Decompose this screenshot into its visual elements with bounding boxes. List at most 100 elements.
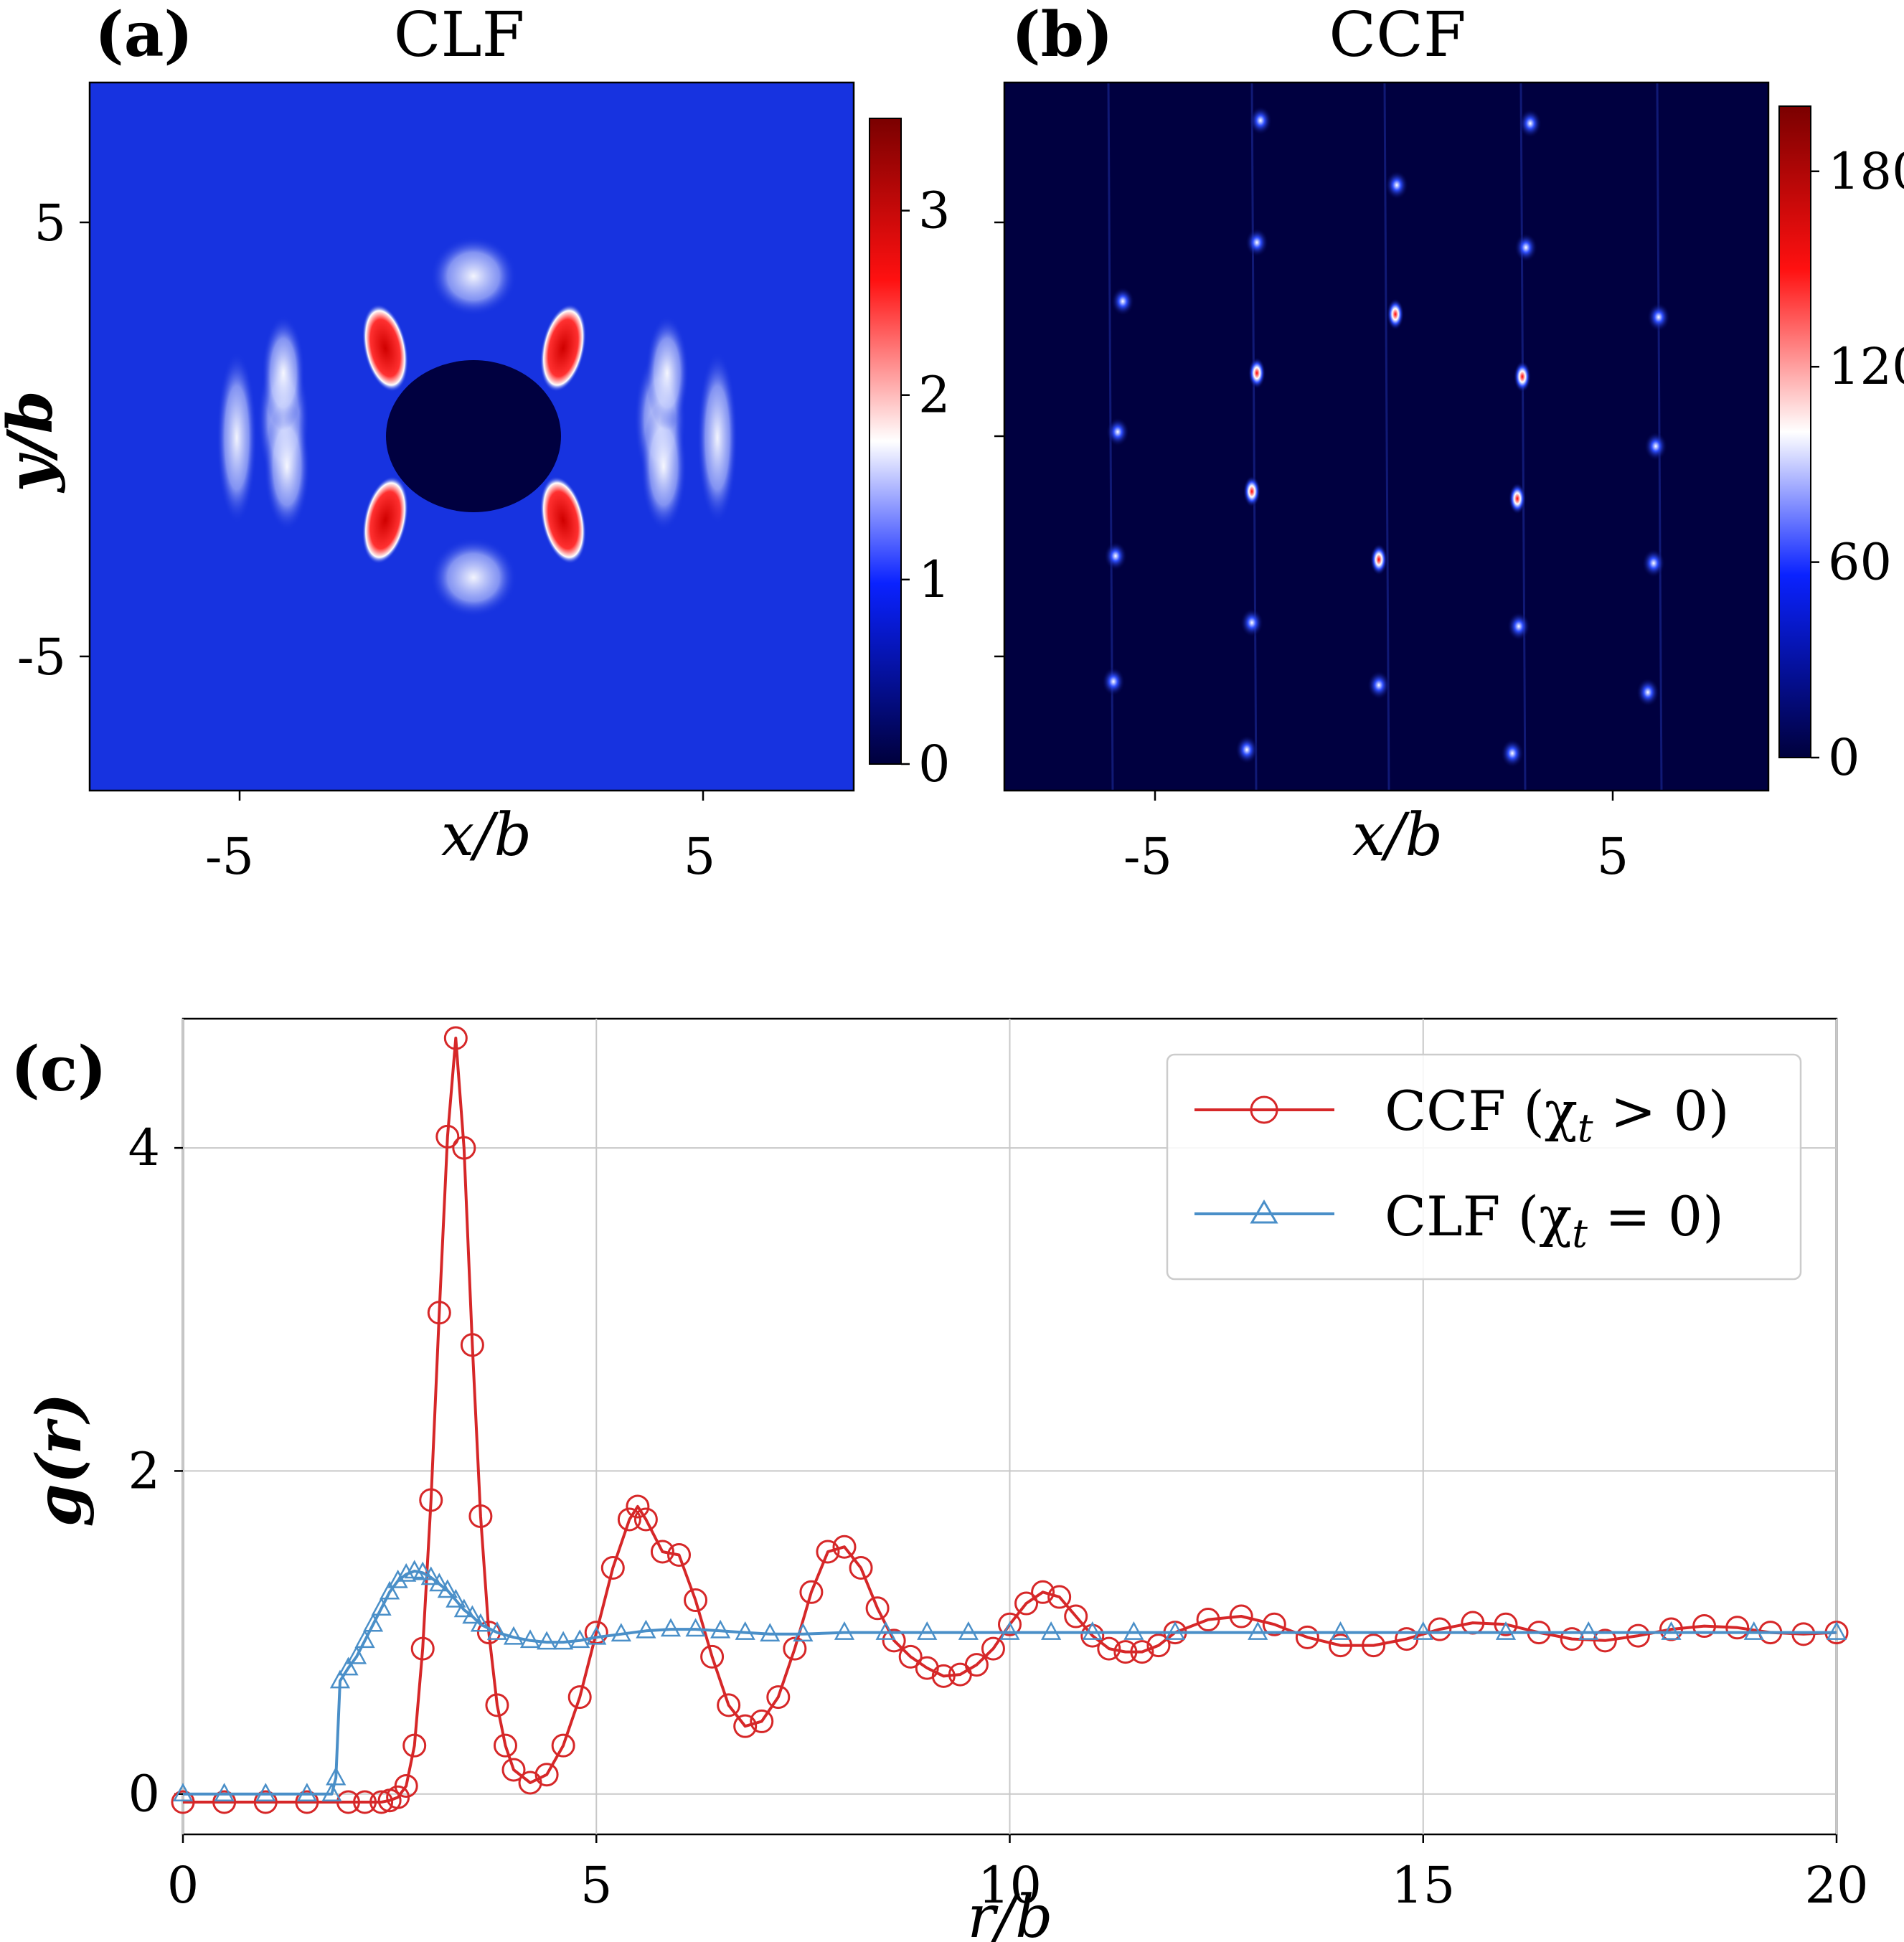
data-point-ccf <box>1626 1623 1650 1648</box>
x-tick-label: -5 <box>205 827 254 886</box>
data-point-clf <box>503 1626 524 1645</box>
data-point-clf <box>1578 1621 1599 1640</box>
data-point-clf <box>1082 1621 1103 1640</box>
data-point-clf <box>834 1621 855 1640</box>
panel-b: (b) CCF -5 5 x/b 0 60 120 180 <box>994 0 1904 886</box>
heatmap-a-excluded-core <box>386 360 561 512</box>
colorbar-b <box>1778 105 1811 758</box>
y-axis-label-a: y/b <box>0 390 67 494</box>
heatmap-b-peak <box>1111 287 1134 316</box>
heatmap-b-peak <box>1240 608 1263 637</box>
data-point-clf <box>362 1613 384 1632</box>
data-point-clf <box>611 1623 631 1642</box>
data-point-ccf <box>1791 1622 1816 1646</box>
colorbar-tick-label: 0 <box>918 735 951 793</box>
data-point-clf <box>462 1605 483 1624</box>
data-point-clf <box>329 1669 351 1689</box>
data-point-ccf <box>600 1556 625 1580</box>
data-point-ccf <box>766 1685 791 1710</box>
data-point-clf <box>387 1569 408 1588</box>
heatmap-a <box>90 83 854 791</box>
data-point-clf <box>570 1629 590 1649</box>
data-point-clf <box>437 1579 458 1598</box>
data-point-ccf <box>485 1693 509 1717</box>
data-point-clf <box>396 1562 417 1582</box>
data-point-ccf <box>468 1504 493 1528</box>
legend-marker-clf <box>1250 1199 1278 1224</box>
panel-label-a: (a) <box>95 0 193 71</box>
data-point-clf <box>1743 1621 1764 1640</box>
heatmap-a-ring-feature <box>264 402 310 531</box>
data-point-ccf <box>1295 1625 1319 1649</box>
legend-marker-ccf <box>1250 1095 1278 1124</box>
heatmap-a-ring-feature <box>641 402 687 531</box>
data-point-ccf <box>1014 1591 1039 1616</box>
data-point-ccf <box>501 1758 526 1782</box>
data-point-ccf <box>832 1535 857 1559</box>
data-point-ccf <box>626 1494 650 1519</box>
x-tick-label: 5 <box>580 1856 613 1915</box>
data-point-ccf <box>435 1124 460 1149</box>
data-point-ccf <box>171 1790 195 1814</box>
y-tick-label: -5 <box>17 628 66 687</box>
data-point-clf <box>1826 1621 1847 1640</box>
data-point-clf <box>420 1566 441 1585</box>
x-tick-label: 0 <box>167 1856 199 1915</box>
heatmap-a-features <box>217 237 737 617</box>
data-point-clf <box>486 1621 508 1640</box>
x-tick-label: 20 <box>1804 1856 1868 1915</box>
axis-ticks: 0 5 10 15 20 0 2 4 <box>128 1118 1868 1915</box>
heatmap-b-peak <box>1385 171 1408 199</box>
heatmap-b-column-trace <box>1383 83 1390 791</box>
x-axis-label-b: x/b <box>1352 801 1443 869</box>
data-point-clf <box>380 1580 400 1600</box>
y-tick-label: 2 <box>128 1441 160 1500</box>
data-point-ccf <box>700 1644 725 1669</box>
heatmap-a-peak-feature <box>362 476 409 564</box>
data-point-clf <box>446 1588 466 1608</box>
colorbar-tick-label: 2 <box>918 366 951 425</box>
legend: CCF (χt > 0) CLF (χt = 0) <box>1166 1053 1802 1281</box>
data-point-clf <box>1661 1621 1682 1640</box>
colorbar-tick-label: 1 <box>918 550 951 609</box>
panel-title-a: CLF <box>394 0 525 71</box>
data-point-ccf <box>493 1733 517 1758</box>
data-point-clf <box>338 1656 359 1676</box>
heatmap-a-ring-feature <box>217 352 257 524</box>
data-point-ccf <box>816 1540 840 1564</box>
heatmap-b-peak <box>1642 549 1665 578</box>
y-tick-label: 4 <box>128 1118 160 1177</box>
heatmap-a-ring-feature <box>646 316 689 430</box>
x-axis-label-a: x/b <box>441 801 532 869</box>
data-point-clf <box>172 1783 194 1801</box>
heatmap-b-peak <box>1501 739 1524 768</box>
data-point-ccf <box>750 1709 774 1733</box>
data-point-clf <box>1495 1621 1517 1640</box>
heatmap-a-frame <box>88 81 855 792</box>
heatmap-a-ring-feature <box>697 352 737 524</box>
legend-label-ccf: CCF (χt > 0) <box>1385 1079 1730 1151</box>
data-point-ccf <box>295 1790 319 1814</box>
data-point-clf <box>586 1626 607 1645</box>
x-tick-label: 5 <box>1597 827 1629 886</box>
data-point-ccf <box>650 1540 674 1564</box>
data-point-ccf <box>1146 1634 1171 1658</box>
heatmap-b-peak-strong <box>1387 298 1404 330</box>
data-point-ccf <box>717 1693 741 1717</box>
data-point-clf <box>636 1619 656 1639</box>
heatmap-b-peak <box>1636 678 1659 707</box>
heatmap-b-peak <box>1104 542 1127 570</box>
data-point-clf <box>660 1618 682 1637</box>
data-point-ccf <box>783 1636 807 1661</box>
heatmap-a-peak-feature <box>539 476 587 564</box>
panel-a: (a) CLF -5 5 x/b 5 -5 y/b 0 1 2 3 <box>0 0 951 886</box>
y-axis-label-c: g(r) <box>23 1393 95 1527</box>
data-point-ccf <box>212 1790 237 1814</box>
data-point-ccf <box>1229 1604 1253 1628</box>
data-point-ccf <box>1113 1640 1138 1664</box>
heatmap-a-ring-feature <box>430 237 517 316</box>
data-point-ccf <box>931 1664 956 1688</box>
heatmap-b-peak <box>1507 612 1530 641</box>
data-point-ccf <box>1725 1616 1750 1640</box>
panel-label-c: (c) <box>11 1033 107 1106</box>
